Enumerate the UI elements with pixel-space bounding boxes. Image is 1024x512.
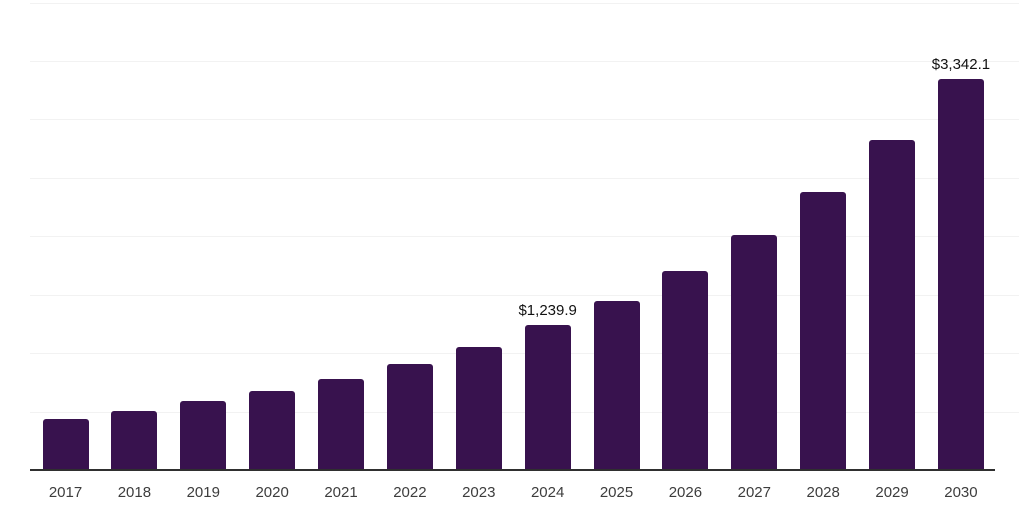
x-tick-2024: 2024: [530, 484, 565, 501]
bar-2019: [180, 401, 227, 470]
bar-2027: [731, 234, 778, 470]
x-tick-2026: 2026: [668, 484, 703, 501]
gridline-2500: [30, 177, 1019, 179]
x-tick-2018: 2018: [117, 484, 152, 501]
x-axis-line: [30, 469, 995, 471]
x-tick-2023: 2023: [462, 484, 496, 501]
gridline-3500: [30, 60, 1019, 62]
bar-2025: [593, 300, 640, 470]
bar-2021: [318, 379, 365, 470]
gridline-3000: [30, 119, 1019, 121]
bar-2029: [869, 140, 916, 470]
bar-2020: [249, 391, 296, 470]
x-tick-2028: 2028: [806, 484, 840, 501]
gridline-500: [30, 411, 1019, 413]
bar-2023: [455, 347, 502, 470]
gridline-1000: [30, 353, 1019, 355]
value-label-2030: $3,342.1: [931, 56, 991, 74]
x-tick-2030: 2030: [944, 484, 978, 501]
gridline-2000: [30, 236, 1019, 238]
x-tick-2025: 2025: [599, 484, 634, 501]
bar-2026: [662, 270, 709, 470]
x-tick-2022: 2022: [393, 484, 427, 501]
bar-2024: [524, 325, 571, 470]
gridline-4000: [30, 2, 1019, 4]
value-label-2024: $1,239.9: [518, 302, 577, 320]
x-tick-2019: 2019: [186, 484, 220, 501]
bar-2018: [111, 411, 158, 470]
x-tick-2017: 2017: [48, 484, 83, 501]
bar-2022: [386, 364, 433, 470]
x-tick-2021: 2021: [324, 484, 358, 501]
bar-2030: [937, 79, 984, 470]
gridline-1500: [30, 294, 1019, 296]
x-tick-2029: 2029: [875, 484, 909, 501]
bar-2017: [42, 419, 89, 470]
x-tick-2020: 2020: [255, 484, 289, 501]
x-tick-2027: 2027: [737, 484, 771, 501]
bar-2028: [800, 191, 847, 470]
